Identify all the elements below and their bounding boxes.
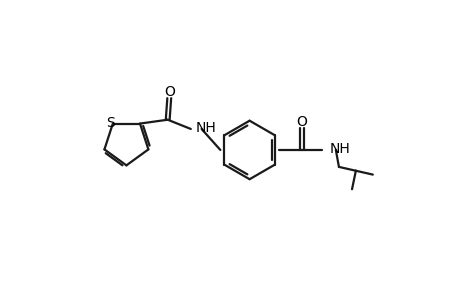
- Text: NH: NH: [329, 142, 350, 156]
- Text: S: S: [106, 116, 115, 130]
- Text: O: O: [296, 115, 307, 129]
- Text: O: O: [163, 85, 174, 99]
- Text: NH: NH: [195, 121, 216, 135]
